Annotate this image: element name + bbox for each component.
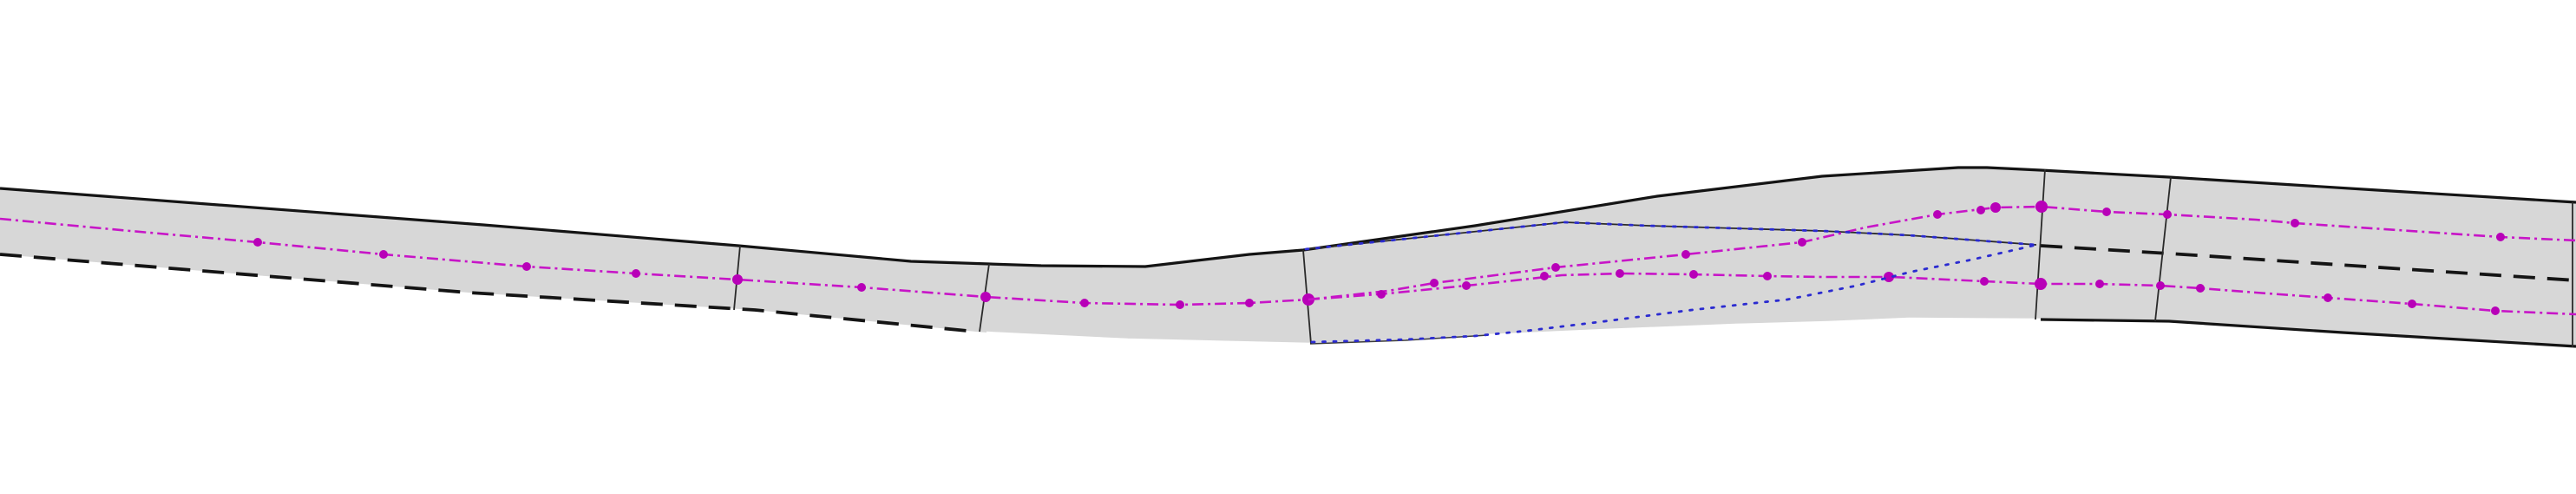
left-lane-centerline-waypoint-2 [379,250,388,259]
upper-lane-centerline-waypoint-5 [1933,210,1942,219]
section-boundary-line-4 [2035,168,2046,320]
lower-lane-centerline-waypoint-7 [1884,272,1894,282]
upper-lane-centerline-waypoint-12 [2496,233,2505,241]
left-lane-centerline-waypoint-8 [1080,299,1089,307]
upper-lane-centerline-waypoint-1 [1430,279,1439,287]
left-lane-centerline-waypoint-10 [1245,299,1254,307]
upper-lane-centerline-waypoint-10 [2163,210,2172,219]
upper-lane-centerline-waypoint-9 [2102,207,2111,216]
lower-lane-centerline-waypoint-1 [1377,290,1386,299]
road-bottom-thin-edge [1309,334,1489,345]
road-top-edge [0,166,2576,268]
left-lane-centerline-waypoint-3 [522,262,531,271]
upper-lane-centerline-waypoint-7 [1990,202,2001,213]
upper-lane-centerline-waypoint-4 [1798,238,1806,247]
road-bottom-light-edge-1 [986,331,1311,346]
lane-divider-dashed [2040,244,2576,282]
upper-lane-centerline-waypoint-11 [2291,219,2299,227]
lower-lane-centerline-waypoint-5 [1689,270,1698,279]
lower-lane-centerline-waypoint-14 [2408,300,2416,308]
lower-lane-centerline-waypoint-2 [1462,281,1471,290]
lower-lane-centerline-waypoint-11 [2156,281,2165,290]
lower-lane-centerline-waypoint-12 [2196,284,2205,293]
route-lower-lane-change [1310,243,2038,344]
left-lane-centerline-waypoint-7 [980,292,991,302]
upper-lane-centerline-waypoint-3 [1681,250,1690,259]
left-lane-centerline-waypoint-9 [1176,300,1184,309]
lower-lane-centerline-waypoint-8 [1980,277,1989,286]
lower-lane-centerline-waypoint-4 [1616,269,1624,278]
lower-lane-centerline-waypoint-10 [2095,280,2104,288]
upper-lane-centerline-waypoint-2 [1551,263,1560,272]
lower-lane-centerline-waypoint-3 [1540,272,1549,280]
lower-lane-centerline-waypoint-13 [2324,293,2332,302]
lower-lane-centerline-waypoint-9 [2035,278,2047,290]
lane-divider-solid [1305,221,2037,250]
upper-lane-centerline-waypoint-6 [1976,206,1985,214]
lower-lane-centerline-waypoint-6 [1763,272,1772,280]
road-bottom-solid-edge [2040,318,2576,348]
upper-lane-centerline-waypoint-8 [2035,201,2048,213]
section-boundary-line-5 [2154,176,2172,322]
left-lane-centerline-waypoint-5 [732,274,743,285]
left-lane-centerline-waypoint-1 [253,238,262,247]
lower-lane-centerline-waypoint-15 [2491,306,2500,315]
left-lane-centerline-waypoint-6 [857,283,866,292]
road-bottom-dashed-marking [0,253,977,333]
left-lane-centerline-waypoint-4 [632,269,640,278]
road-bottom-light-edge-2 [1487,317,2042,337]
